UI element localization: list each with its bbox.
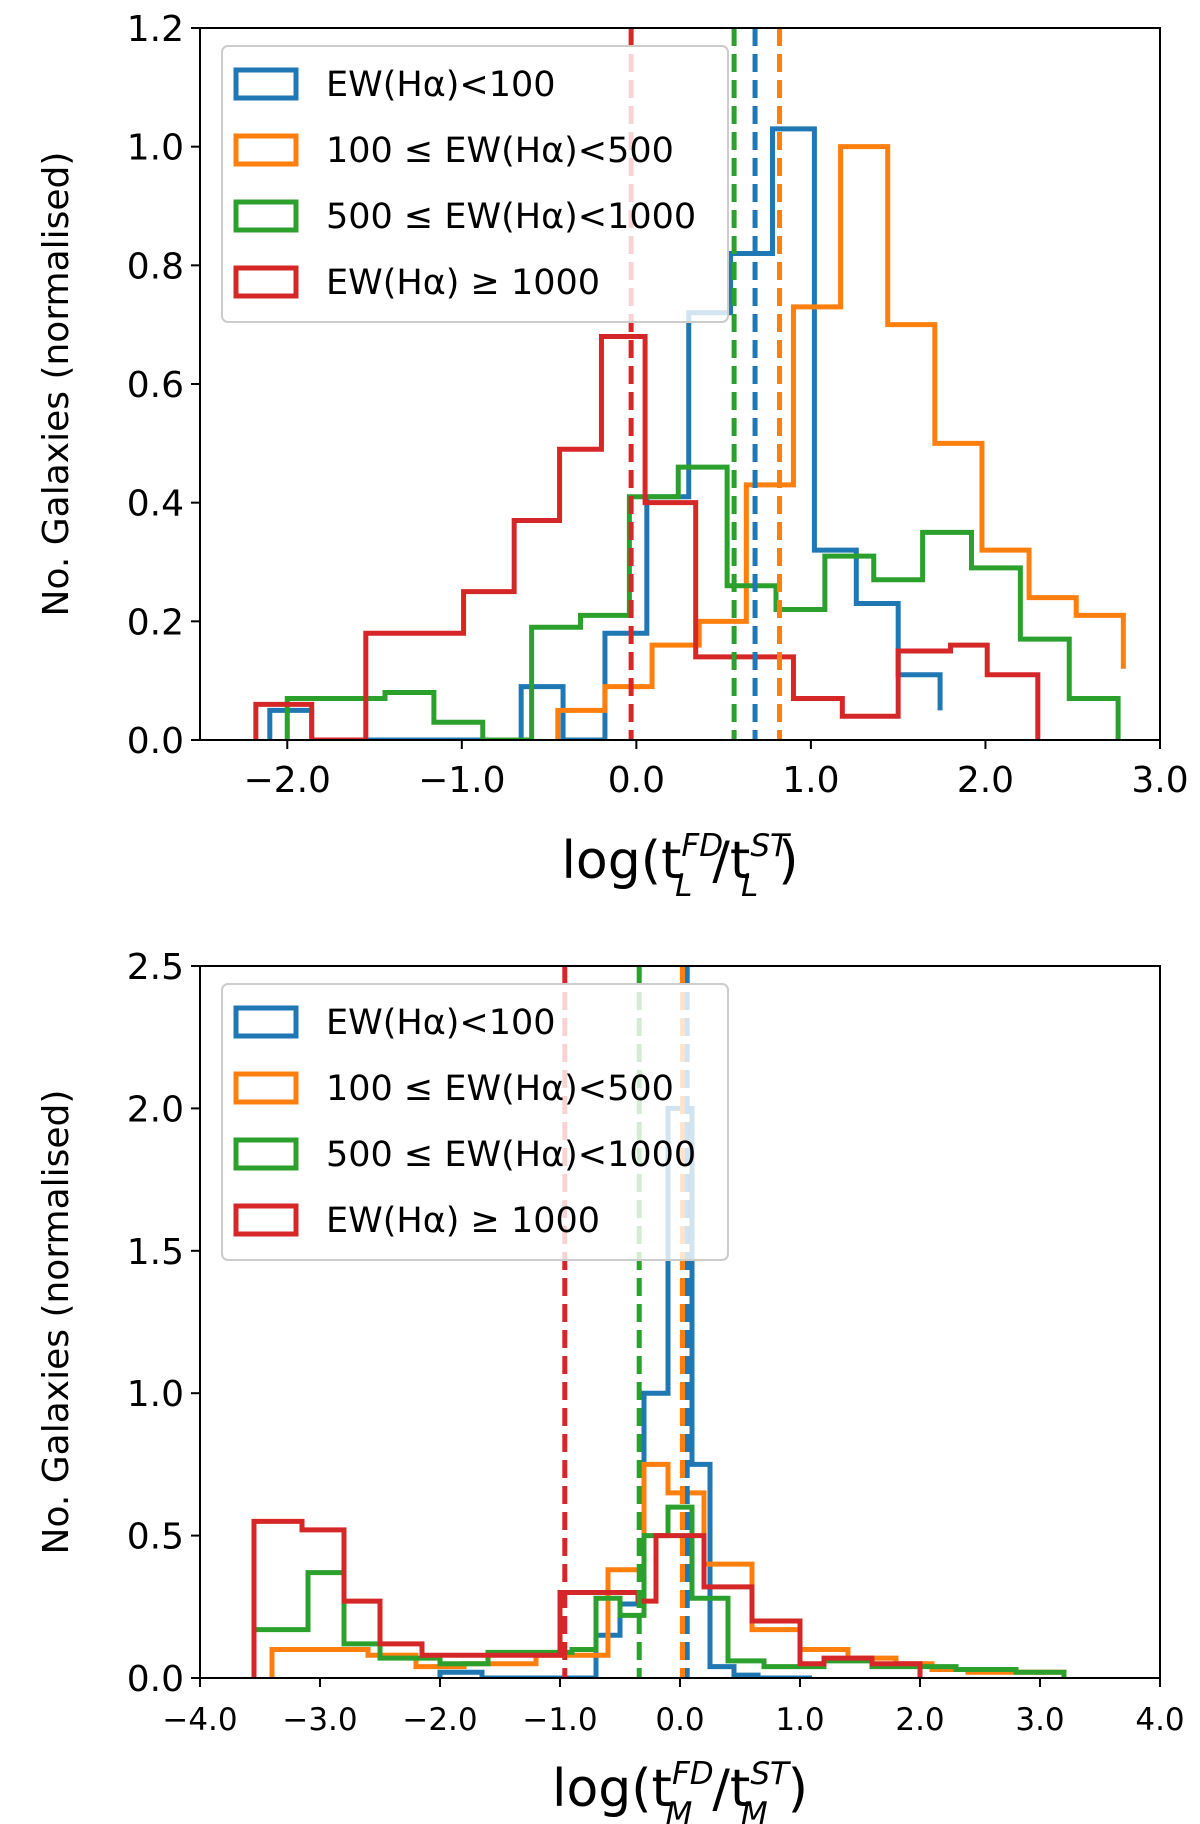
legend-entry-label: EW(Hα)<100: [326, 1003, 556, 1043]
histogram-series-blue: [437, 1105, 812, 1678]
legend-swatch-green: [233, 199, 299, 233]
x-tick-label: 4.0: [1135, 1702, 1184, 1738]
legend-swatch-blue: [233, 1005, 299, 1039]
legend-entry-label: EW(Hα)<100: [326, 65, 556, 105]
y-tick-label: 2.0: [127, 1089, 184, 1130]
x-axis-label: log(tFD L/tST L): [561, 828, 798, 904]
x-tick-label: 0.0: [608, 760, 665, 801]
y-axis-label: No. Galaxies (normalised): [36, 152, 77, 617]
x-tick-label: −2.0: [244, 760, 331, 801]
x-tick-label: −1.0: [522, 1702, 597, 1738]
legend-frame: [221, 45, 729, 323]
x-axis-label: log(tFD M/tST M): [552, 1756, 808, 1824]
legend-entry-label: 100 ≤ EW(Hα)<500: [326, 131, 674, 171]
x-tick-label: 2.0: [895, 1702, 944, 1738]
y-tick-label: 0.6: [127, 365, 184, 406]
y-tick-label: 0.0: [127, 1659, 184, 1700]
legend-frame: [221, 983, 729, 1261]
histogram-series-blue: [267, 126, 943, 740]
y-tick-label: 2.5: [127, 947, 184, 988]
legend: EW(Hα)<100 100 ≤ EW(Hα)<500 500 ≤ EW(Hα)<1…: [221, 983, 729, 1261]
x-tick-label: −2.0: [402, 1702, 477, 1738]
x-tick-label: 3.0: [1015, 1702, 1064, 1738]
legend-entry-label: 100 ≤ EW(Hα)<500: [326, 1069, 674, 1109]
y-axis-label: No. Galaxies (normalised): [36, 1090, 77, 1555]
y-tick-label: 0.8: [127, 246, 184, 287]
y-tick-label: 1.0: [127, 128, 184, 169]
legend: EW(Hα)<100 100 ≤ EW(Hα)<500 500 ≤ EW(Hα)<1…: [221, 45, 729, 323]
x-tick-label: −4.0: [162, 1702, 237, 1738]
y-tick-label: 0.2: [127, 602, 184, 643]
legend-entry-label: 500 ≤ EW(Hα)<1000: [326, 1135, 696, 1175]
histogram-panel-mass-weighted: −4.0 −3.0 −2.0 −1.0 0.0 1.0 2.0 3.0 4.0 0.0 0.5 1.0…: [36, 947, 1185, 1824]
y-tick-label: 1.2: [127, 9, 184, 50]
y-tick-label: 0.5: [127, 1517, 184, 1558]
legend-swatch-red: [233, 265, 299, 299]
y-tick-label: 1.0: [127, 1374, 184, 1415]
x-tick-label: 2.0: [957, 760, 1014, 801]
legend-swatch-green: [233, 1137, 299, 1171]
histogram-series-orange: [555, 144, 1126, 740]
x-tick-label: 3.0: [1131, 760, 1188, 801]
y-tick-label: 0.0: [127, 721, 184, 762]
legend-swatch-blue: [233, 67, 299, 101]
x-tick-label: 1.0: [775, 1702, 824, 1738]
x-tick-label: −3.0: [282, 1702, 357, 1738]
legend-swatch-orange: [233, 1071, 299, 1105]
x-tick-label: 1.0: [782, 760, 839, 801]
legend-entry-label: 500 ≤ EW(Hα)<1000: [326, 197, 696, 237]
y-tick-label: 0.4: [127, 484, 184, 525]
legend-entry-label: EW(Hα) ≥ 1000: [326, 263, 600, 303]
legend-swatch-red: [233, 1203, 299, 1237]
y-tick-label: 1.5: [127, 1232, 184, 1273]
x-tick-label: −1.0: [418, 760, 505, 801]
legend-swatch-orange: [233, 133, 299, 167]
x-tick-label: 0.0: [655, 1702, 704, 1738]
histogram-series-red: [253, 334, 1041, 740]
histogram-panel-light-weighted: −2.0 −1.0 0.0 1.0 2.0 3.0 0.0 0.2 0.4 0.6 0.8 1.0 1.…: [36, 9, 1189, 904]
histogram-series-green: [284, 464, 1121, 740]
legend-entry-label: EW(Hα) ≥ 1000: [326, 1201, 600, 1241]
